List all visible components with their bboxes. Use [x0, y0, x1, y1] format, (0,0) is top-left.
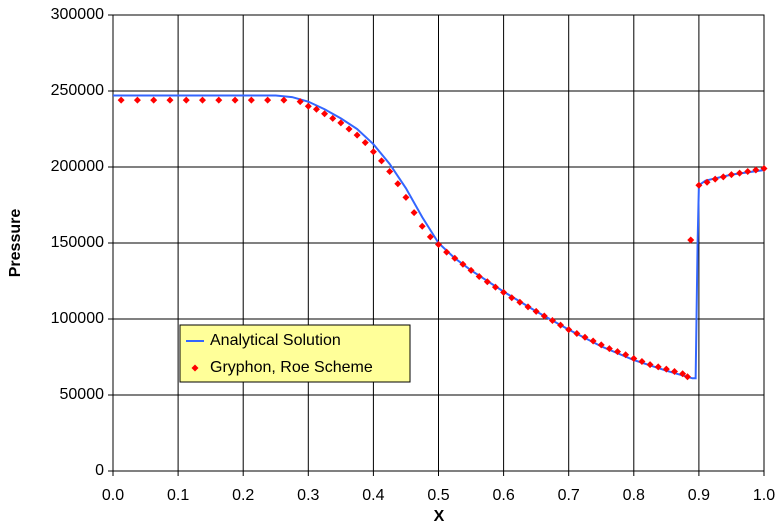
- marker: [638, 358, 646, 366]
- x-tick-label: 0.2: [232, 487, 254, 504]
- y-tick-label: 150000: [51, 234, 104, 251]
- marker: [670, 367, 678, 375]
- marker: [182, 96, 190, 104]
- marker: [573, 329, 581, 337]
- marker: [654, 363, 662, 371]
- marker: [695, 181, 703, 189]
- marker: [459, 260, 467, 268]
- marker: [565, 326, 573, 334]
- marker: [133, 96, 141, 104]
- y-tick-label: 0: [95, 462, 104, 479]
- marker: [329, 114, 337, 122]
- y-tick-label: 100000: [51, 310, 104, 327]
- marker: [736, 169, 744, 177]
- marker: [727, 171, 735, 179]
- marker: [744, 168, 752, 176]
- marker: [622, 351, 630, 359]
- marker: [321, 110, 329, 118]
- marker: [524, 303, 532, 311]
- marker: [386, 168, 394, 176]
- x-axis-label: X: [434, 508, 445, 525]
- marker: [508, 294, 516, 302]
- marker: [548, 317, 556, 325]
- y-tick-label: 200000: [51, 158, 104, 175]
- marker: [231, 96, 239, 104]
- marker: [684, 373, 692, 381]
- marker: [296, 98, 304, 106]
- y-tick-label: 300000: [51, 6, 104, 23]
- y-tick-label: 250000: [51, 82, 104, 99]
- y-axis-label: Pressure: [7, 209, 24, 278]
- marker: [540, 312, 548, 320]
- marker: [630, 355, 638, 363]
- marker: [166, 96, 174, 104]
- marker: [467, 266, 475, 274]
- marker: [337, 119, 345, 127]
- marker: [614, 348, 622, 356]
- x-tick-label: 0.4: [362, 487, 384, 504]
- marker: [361, 139, 369, 147]
- marker: [304, 102, 312, 110]
- marker: [150, 96, 158, 104]
- plot-frame: [112, 14, 765, 472]
- x-tick-label: 0.6: [492, 487, 514, 504]
- marker: [402, 193, 410, 201]
- y-tick-label: 50000: [60, 386, 105, 403]
- marker: [199, 96, 207, 104]
- legend-marker: [191, 364, 199, 372]
- marker: [378, 157, 386, 165]
- marker: [312, 105, 320, 113]
- marker: [679, 370, 687, 378]
- marker: [475, 272, 483, 280]
- marker: [264, 96, 272, 104]
- x-tick-label: 1.0: [753, 487, 775, 504]
- marker: [215, 96, 223, 104]
- legend-label: Analytical Solution: [210, 332, 341, 349]
- marker: [117, 96, 125, 104]
- marker: [247, 96, 255, 104]
- marker: [353, 131, 361, 139]
- marker: [719, 173, 727, 181]
- marker: [589, 337, 597, 345]
- marker: [345, 125, 353, 133]
- marker: [426, 233, 434, 241]
- marker: [646, 361, 654, 369]
- legend-box: [179, 324, 411, 383]
- marker: [662, 365, 670, 373]
- marker: [532, 307, 540, 315]
- marker: [597, 341, 605, 349]
- marker: [703, 178, 711, 186]
- marker: [687, 236, 695, 244]
- x-tick-label: 0.7: [558, 487, 580, 504]
- marker: [394, 180, 402, 188]
- marker: [557, 321, 565, 329]
- marker: [516, 298, 524, 306]
- marker: [581, 333, 589, 341]
- marker: [491, 283, 499, 291]
- x-tick-label: 0.1: [167, 487, 189, 504]
- marker: [410, 209, 418, 217]
- marker: [483, 278, 491, 286]
- x-tick-label: 0.5: [427, 487, 449, 504]
- marker: [752, 166, 760, 174]
- legend-label: Gryphon, Roe Scheme: [210, 359, 373, 376]
- x-tick-label: 0.9: [688, 487, 710, 504]
- marker: [451, 254, 459, 262]
- marker: [280, 96, 288, 104]
- marker: [711, 175, 719, 183]
- x-tick-label: 0.0: [102, 487, 124, 504]
- marker: [760, 165, 768, 173]
- marker: [605, 345, 613, 353]
- x-tick-label: 0.8: [623, 487, 645, 504]
- marker: [418, 222, 426, 230]
- marker: [369, 148, 377, 156]
- marker: [443, 248, 451, 256]
- marker: [500, 288, 508, 296]
- marker: [435, 241, 442, 249]
- x-tick-label: 0.3: [297, 487, 319, 504]
